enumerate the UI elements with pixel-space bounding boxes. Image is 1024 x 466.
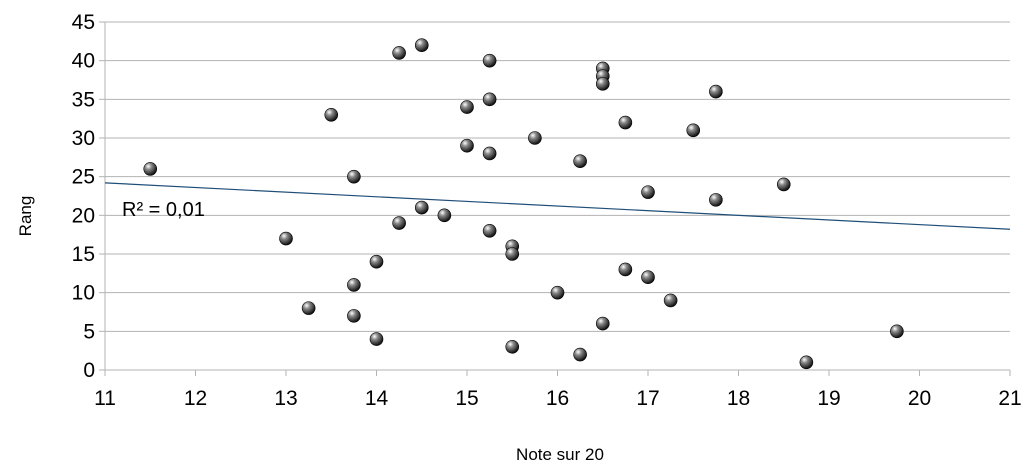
grid-lines — [105, 21, 1010, 371]
data-point — [550, 285, 565, 300]
data-point — [505, 339, 520, 354]
data-point — [392, 216, 406, 230]
data-point — [595, 77, 610, 91]
data-point — [573, 347, 587, 362]
y-tick-label: 35 — [72, 88, 95, 111]
y-tick-label: 20 — [72, 204, 95, 227]
y-axis-title: Rang — [16, 196, 35, 237]
x-tick-label: 14 — [365, 387, 389, 410]
data-point — [709, 84, 723, 99]
data-point — [663, 293, 678, 308]
trendline-layer — [104, 182, 1011, 230]
data-point — [890, 324, 904, 339]
x-tick-label: 18 — [727, 387, 750, 410]
y-tick-label: 40 — [72, 50, 95, 73]
data-point — [347, 169, 361, 184]
data-point — [482, 224, 497, 238]
data-point — [369, 254, 384, 269]
x-axis-title: Note sur 20 — [516, 445, 604, 464]
data-point — [686, 123, 701, 138]
axes — [99, 21, 1011, 376]
y-tick-label: 5 — [83, 320, 95, 343]
data-point — [437, 208, 452, 223]
x-tick-label: 15 — [455, 387, 478, 410]
data-point — [618, 262, 633, 277]
data-point — [143, 162, 158, 176]
data-point — [573, 154, 587, 168]
data-point — [392, 46, 406, 60]
data-point — [799, 355, 814, 370]
data-point — [414, 200, 429, 215]
data-point — [528, 131, 542, 145]
data-point — [641, 185, 655, 199]
y-tick-label: 10 — [72, 282, 95, 305]
x-tick-label: 17 — [636, 387, 659, 410]
x-tick-label: 20 — [908, 387, 931, 410]
data-point — [347, 278, 361, 292]
data-point — [776, 177, 791, 192]
x-tick-label: 21 — [998, 387, 1021, 410]
data-point — [301, 301, 316, 315]
data-point — [482, 92, 497, 107]
data-point — [505, 247, 520, 261]
data-point — [595, 316, 610, 331]
x-tick-label: 16 — [546, 387, 569, 410]
data-point — [324, 108, 339, 122]
r-squared-annotation: R² = 0,01 — [122, 199, 205, 221]
x-tick-label: 13 — [274, 387, 297, 410]
data-point — [482, 146, 497, 161]
data-point — [460, 138, 474, 153]
data-point — [414, 38, 429, 53]
y-tick-label: 0 — [83, 359, 95, 382]
y-tick-label: 45 — [72, 11, 95, 34]
y-tick-label: 25 — [72, 166, 95, 189]
data-point — [369, 332, 384, 346]
data-point — [482, 53, 497, 68]
x-tick-label: 11 — [94, 387, 116, 410]
data-point — [347, 309, 361, 323]
data-point — [709, 193, 723, 207]
y-tick-label: 30 — [72, 127, 95, 150]
data-point — [460, 100, 474, 114]
x-tick-label: 12 — [184, 387, 207, 410]
data-point — [641, 270, 655, 285]
y-tick-label: 15 — [72, 243, 95, 266]
tick-labels: 0 5 10 15 20 25 30 35 40 45 11 12 13 14 15 16 17 18 19 20 21 — [72, 11, 1022, 410]
x-tick-label: 19 — [817, 387, 840, 410]
data-point — [618, 115, 633, 130]
data-points — [143, 38, 904, 370]
trendline — [104, 182, 1011, 230]
data-point — [279, 231, 293, 246]
